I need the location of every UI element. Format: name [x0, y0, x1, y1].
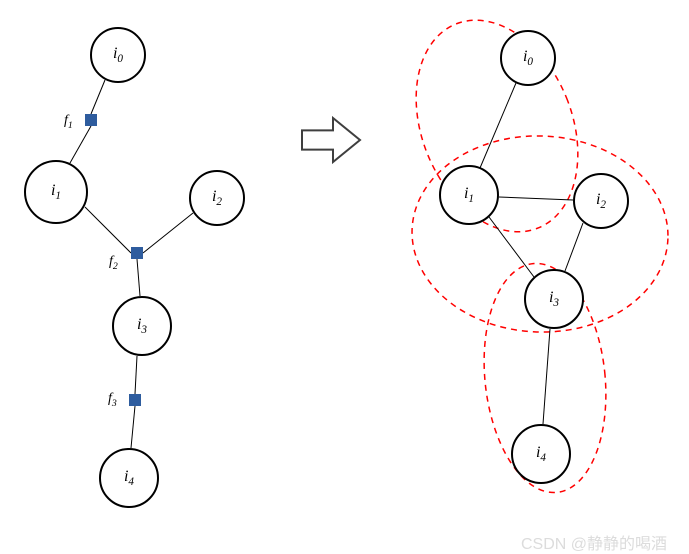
right-node-i2: i2 — [573, 173, 629, 229]
factor-f3 — [129, 394, 141, 406]
node-label: i4 — [536, 444, 546, 464]
transform-arrow-icon — [300, 116, 364, 168]
node-label: i0 — [523, 48, 533, 68]
edge — [480, 83, 516, 168]
edge — [543, 329, 550, 424]
factor-label-f1: f1 — [64, 113, 73, 131]
right-node-i0: i0 — [500, 30, 556, 86]
factor-f1 — [85, 114, 97, 126]
node-label: i2 — [212, 188, 222, 208]
right-node-i4: i4 — [511, 424, 571, 484]
left-node-i1: i1 — [24, 160, 88, 224]
edge — [489, 217, 534, 277]
node-label: i1 — [464, 185, 474, 205]
right-node-i3: i3 — [524, 269, 584, 329]
node-label: i2 — [596, 191, 606, 211]
left-node-i4: i4 — [99, 448, 159, 508]
left-node-i3: i3 — [112, 296, 172, 356]
factor-f2 — [131, 247, 143, 259]
node-label: i3 — [137, 316, 147, 336]
node-label: i4 — [124, 468, 134, 488]
left-node-i2: i2 — [189, 170, 245, 226]
right-node-i1: i1 — [439, 165, 499, 225]
left-node-i0: i0 — [90, 27, 146, 83]
factor-label-f2: f2 — [109, 254, 118, 272]
edge — [499, 197, 573, 200]
node-label: i0 — [113, 45, 123, 65]
edge — [565, 223, 583, 271]
node-label: i3 — [549, 289, 559, 309]
factor-label-f3: f3 — [108, 391, 117, 409]
node-label: i1 — [51, 182, 61, 202]
